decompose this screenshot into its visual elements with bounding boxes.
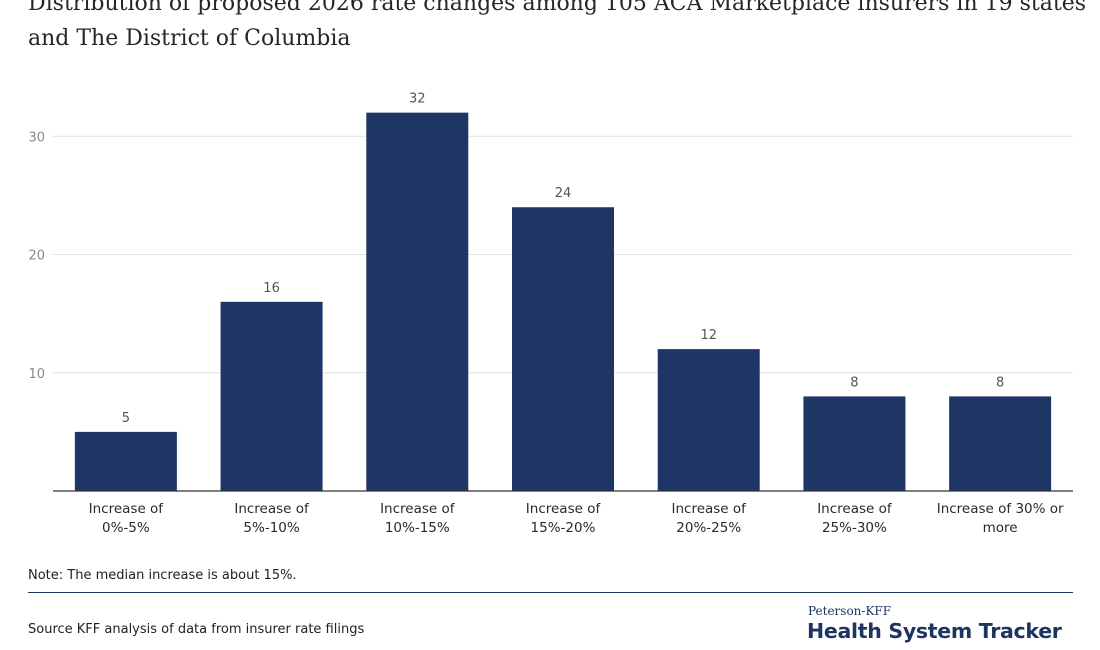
brand-logo-text: Health System Tracker — [807, 619, 1062, 643]
data-label: 24 — [555, 186, 572, 201]
bar — [74, 431, 177, 491]
bar — [803, 396, 906, 491]
chart-title-line-1: Distribution of proposed 2026 rate chang… — [28, 0, 1087, 16]
x-tick-label: Increase of — [89, 501, 165, 517]
brand-subtitle: Peterson-KFF — [808, 604, 892, 618]
bar — [949, 396, 1052, 491]
data-label: 8 — [850, 375, 858, 390]
bar — [366, 112, 469, 491]
y-tick-label: 30 — [28, 130, 45, 145]
x-tick-label: 20%-25% — [676, 520, 741, 536]
chart-title: Distribution of proposed 2026 rate chang… — [28, 0, 1088, 56]
bar — [657, 349, 760, 491]
y-tick-label: 10 — [28, 367, 45, 382]
y-tick-label: 20 — [28, 249, 45, 264]
data-label: 5 — [122, 411, 130, 426]
x-tick-label: 15%-20% — [531, 520, 596, 536]
chart-note: Note: The median increase is about 15%. — [28, 568, 297, 583]
source-text: Source KFF analysis of data from insurer… — [28, 622, 365, 637]
chart-title-line-2: and The District of Columbia — [28, 26, 351, 51]
x-tick-label: Increase of — [817, 501, 893, 517]
x-tick-label: 10%-15% — [385, 520, 450, 536]
x-tick-label: 25%-30% — [822, 520, 887, 536]
data-label: 32 — [409, 92, 426, 107]
bar — [512, 207, 614, 491]
bar — [220, 301, 323, 491]
x-tick-label: 0%-5% — [102, 520, 150, 536]
bar-chart: 10 20 30 5 Increase of 0%-5% 16 Increase of 5%-1… — [28, 92, 1073, 536]
x-tick-label: Increase of — [671, 501, 747, 517]
data-label: 12 — [700, 328, 717, 343]
x-tick-label: more — [983, 520, 1018, 536]
data-label: 8 — [996, 375, 1004, 390]
x-tick-label: Increase of — [234, 501, 310, 517]
x-tick-label: Increase of — [380, 501, 456, 517]
data-label: 16 — [263, 281, 280, 296]
x-tick-label: Increase of 30% or — [937, 501, 1064, 517]
x-tick-label: Increase of — [526, 501, 602, 517]
x-tick-label: 5%-10% — [243, 520, 299, 536]
footer-divider — [28, 592, 1073, 593]
